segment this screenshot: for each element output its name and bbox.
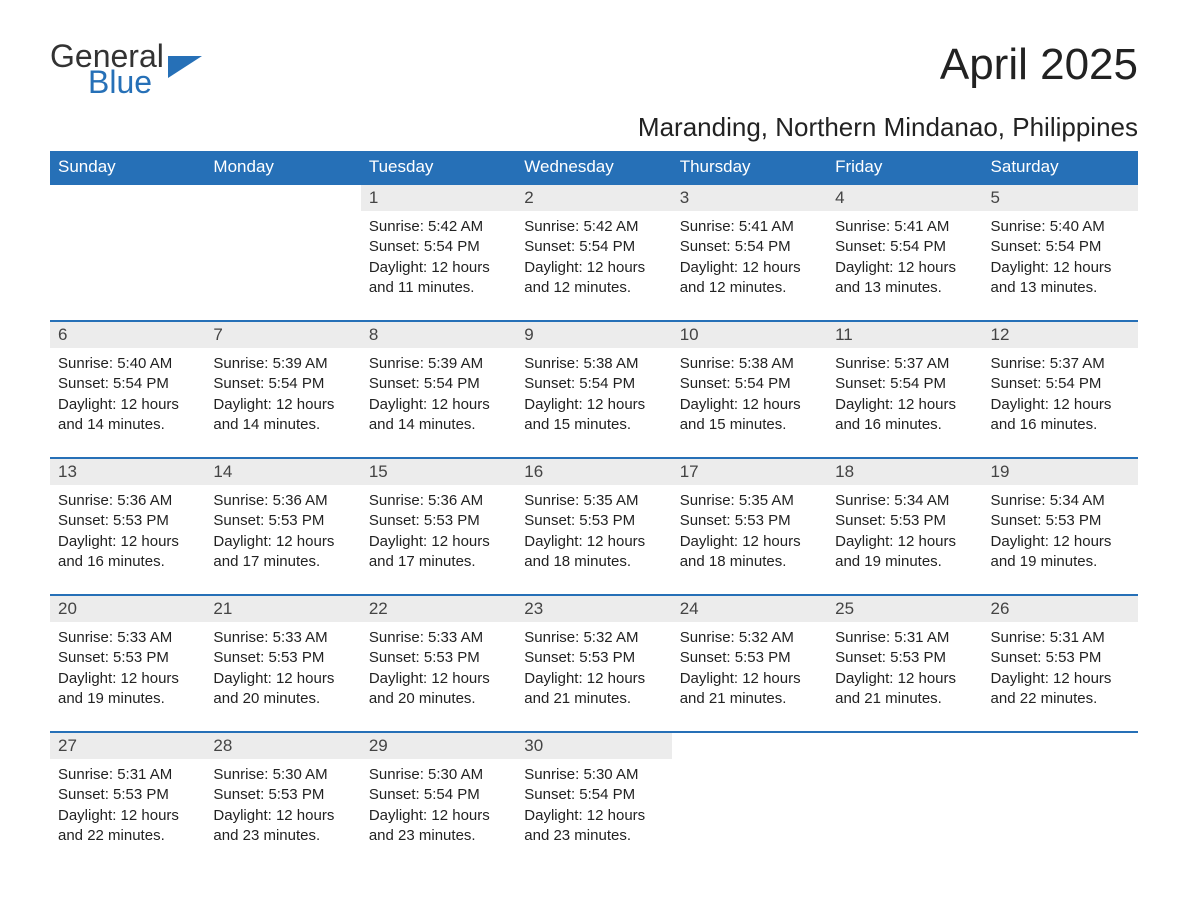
empty-content-cell — [672, 759, 827, 869]
day-content-cell: Sunrise: 5:32 AMSunset: 5:53 PMDaylight:… — [516, 622, 671, 732]
day-content-cell: Sunrise: 5:36 AMSunset: 5:53 PMDaylight:… — [205, 485, 360, 595]
day-number-cell: 4 — [827, 184, 982, 211]
day-number-cell: 20 — [50, 595, 205, 622]
week-daynum-row: 20212223242526 — [50, 595, 1138, 622]
day-content-cell: Sunrise: 5:30 AMSunset: 5:53 PMDaylight:… — [205, 759, 360, 869]
day-number-cell: 1 — [361, 184, 516, 211]
day-content-cell: Sunrise: 5:31 AMSunset: 5:53 PMDaylight:… — [983, 622, 1138, 732]
day-number-cell: 29 — [361, 732, 516, 759]
empty-content-cell — [205, 211, 360, 321]
day-content-cell: Sunrise: 5:32 AMSunset: 5:53 PMDaylight:… — [672, 622, 827, 732]
day-number-cell: 26 — [983, 595, 1138, 622]
day-number-cell: 18 — [827, 458, 982, 485]
day-content-cell: Sunrise: 5:33 AMSunset: 5:53 PMDaylight:… — [361, 622, 516, 732]
day-content-cell: Sunrise: 5:31 AMSunset: 5:53 PMDaylight:… — [50, 759, 205, 869]
empty-content-cell — [50, 211, 205, 321]
day-number-cell: 30 — [516, 732, 671, 759]
day-content-cell: Sunrise: 5:41 AMSunset: 5:54 PMDaylight:… — [672, 211, 827, 321]
day-content-cell: Sunrise: 5:42 AMSunset: 5:54 PMDaylight:… — [516, 211, 671, 321]
day-content-cell: Sunrise: 5:41 AMSunset: 5:54 PMDaylight:… — [827, 211, 982, 321]
day-number-cell: 23 — [516, 595, 671, 622]
week-content-row: Sunrise: 5:31 AMSunset: 5:53 PMDaylight:… — [50, 759, 1138, 869]
day-header: Saturday — [983, 151, 1138, 184]
logo-text-blue: Blue — [88, 66, 164, 98]
week-daynum-row: 12345 — [50, 184, 1138, 211]
day-content-cell: Sunrise: 5:42 AMSunset: 5:54 PMDaylight:… — [361, 211, 516, 321]
day-number-cell: 16 — [516, 458, 671, 485]
day-header: Thursday — [672, 151, 827, 184]
calendar-table: SundayMondayTuesdayWednesdayThursdayFrid… — [50, 151, 1138, 869]
page-title: April 2025 — [940, 40, 1138, 90]
empty-daynum-cell — [50, 184, 205, 211]
logo: General Blue — [50, 40, 202, 98]
day-header: Wednesday — [516, 151, 671, 184]
day-number-cell: 9 — [516, 321, 671, 348]
empty-daynum-cell — [983, 732, 1138, 759]
logo-flag-icon — [168, 55, 202, 87]
week-content-row: Sunrise: 5:40 AMSunset: 5:54 PMDaylight:… — [50, 348, 1138, 458]
day-content-cell: Sunrise: 5:40 AMSunset: 5:54 PMDaylight:… — [50, 348, 205, 458]
day-number-cell: 17 — [672, 458, 827, 485]
day-content-cell: Sunrise: 5:34 AMSunset: 5:53 PMDaylight:… — [983, 485, 1138, 595]
day-number-cell: 27 — [50, 732, 205, 759]
day-content-cell: Sunrise: 5:38 AMSunset: 5:54 PMDaylight:… — [672, 348, 827, 458]
day-content-cell: Sunrise: 5:36 AMSunset: 5:53 PMDaylight:… — [361, 485, 516, 595]
week-content-row: Sunrise: 5:42 AMSunset: 5:54 PMDaylight:… — [50, 211, 1138, 321]
day-content-cell: Sunrise: 5:39 AMSunset: 5:54 PMDaylight:… — [205, 348, 360, 458]
week-daynum-row: 27282930 — [50, 732, 1138, 759]
day-number-cell: 11 — [827, 321, 982, 348]
day-content-cell: Sunrise: 5:37 AMSunset: 5:54 PMDaylight:… — [827, 348, 982, 458]
empty-content-cell — [983, 759, 1138, 869]
day-number-cell: 5 — [983, 184, 1138, 211]
day-content-cell: Sunrise: 5:35 AMSunset: 5:53 PMDaylight:… — [672, 485, 827, 595]
day-content-cell: Sunrise: 5:33 AMSunset: 5:53 PMDaylight:… — [50, 622, 205, 732]
day-number-cell: 25 — [827, 595, 982, 622]
day-content-cell: Sunrise: 5:30 AMSunset: 5:54 PMDaylight:… — [516, 759, 671, 869]
week-daynum-row: 13141516171819 — [50, 458, 1138, 485]
empty-daynum-cell — [205, 184, 360, 211]
day-number-cell: 14 — [205, 458, 360, 485]
day-header: Monday — [205, 151, 360, 184]
day-header: Friday — [827, 151, 982, 184]
day-number-cell: 28 — [205, 732, 360, 759]
day-number-cell: 6 — [50, 321, 205, 348]
day-content-cell: Sunrise: 5:30 AMSunset: 5:54 PMDaylight:… — [361, 759, 516, 869]
empty-daynum-cell — [672, 732, 827, 759]
day-content-cell: Sunrise: 5:36 AMSunset: 5:53 PMDaylight:… — [50, 485, 205, 595]
day-content-cell: Sunrise: 5:39 AMSunset: 5:54 PMDaylight:… — [361, 348, 516, 458]
week-content-row: Sunrise: 5:33 AMSunset: 5:53 PMDaylight:… — [50, 622, 1138, 732]
day-number-cell: 19 — [983, 458, 1138, 485]
empty-daynum-cell — [827, 732, 982, 759]
day-number-cell: 8 — [361, 321, 516, 348]
day-number-cell: 2 — [516, 184, 671, 211]
day-number-cell: 15 — [361, 458, 516, 485]
week-content-row: Sunrise: 5:36 AMSunset: 5:53 PMDaylight:… — [50, 485, 1138, 595]
day-number-cell: 12 — [983, 321, 1138, 348]
day-number-cell: 13 — [50, 458, 205, 485]
day-content-cell: Sunrise: 5:31 AMSunset: 5:53 PMDaylight:… — [827, 622, 982, 732]
day-content-cell: Sunrise: 5:38 AMSunset: 5:54 PMDaylight:… — [516, 348, 671, 458]
day-number-cell: 3 — [672, 184, 827, 211]
day-header: Tuesday — [361, 151, 516, 184]
day-content-cell: Sunrise: 5:35 AMSunset: 5:53 PMDaylight:… — [516, 485, 671, 595]
day-content-cell: Sunrise: 5:40 AMSunset: 5:54 PMDaylight:… — [983, 211, 1138, 321]
day-header: Sunday — [50, 151, 205, 184]
day-number-cell: 7 — [205, 321, 360, 348]
day-content-cell: Sunrise: 5:37 AMSunset: 5:54 PMDaylight:… — [983, 348, 1138, 458]
day-number-cell: 22 — [361, 595, 516, 622]
day-content-cell: Sunrise: 5:33 AMSunset: 5:53 PMDaylight:… — [205, 622, 360, 732]
day-number-cell: 24 — [672, 595, 827, 622]
day-number-cell: 21 — [205, 595, 360, 622]
location-subtitle: Maranding, Northern Mindanao, Philippine… — [50, 112, 1138, 143]
week-daynum-row: 6789101112 — [50, 321, 1138, 348]
empty-content-cell — [827, 759, 982, 869]
day-header-row: SundayMondayTuesdayWednesdayThursdayFrid… — [50, 151, 1138, 184]
day-content-cell: Sunrise: 5:34 AMSunset: 5:53 PMDaylight:… — [827, 485, 982, 595]
day-number-cell: 10 — [672, 321, 827, 348]
